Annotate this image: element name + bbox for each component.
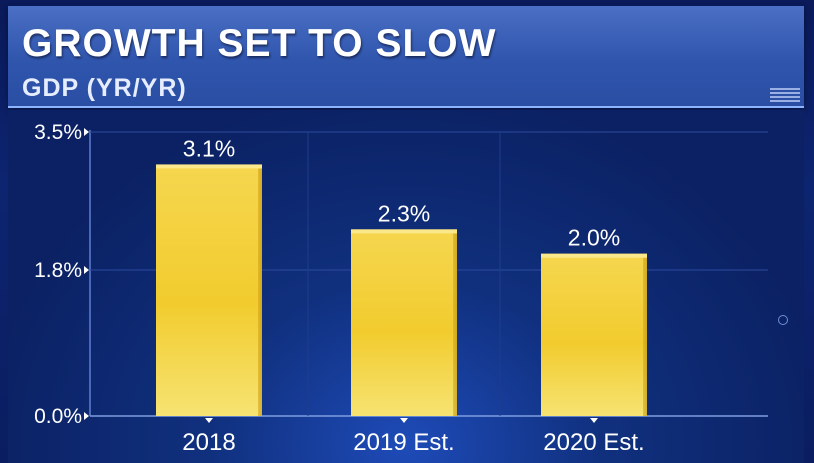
- network-logo-icon: [770, 88, 800, 102]
- bar-edge: [643, 253, 647, 416]
- y-tick-label: 0.0%: [34, 405, 82, 428]
- y-tick-marker: [84, 412, 89, 420]
- bar: [156, 164, 262, 416]
- x-tick-label: 2020 Est.: [543, 429, 644, 456]
- bar-top: [541, 253, 647, 258]
- bar-top: [156, 164, 262, 169]
- y-tick-marker: [84, 265, 89, 274]
- chart-title: GROWTH SET TO SLOW: [22, 22, 497, 65]
- chart-header: GROWTH SET TO SLOW GDP (YR/YR): [8, 6, 804, 108]
- x-tick-marker: [400, 418, 408, 423]
- bar: [351, 229, 457, 416]
- x-tick-marker: [590, 418, 598, 423]
- data-label: 3.1%: [183, 135, 235, 161]
- data-label: 2.0%: [568, 225, 620, 251]
- chart-subtitle: GDP (YR/YR): [22, 74, 187, 102]
- chart-panel: 0.0% 1.8% 3.5% 3.1% 2.3% 2.0% 2018 2019 Est. 2…: [8, 110, 804, 463]
- bar: [541, 253, 647, 416]
- y-tick-marker: [84, 128, 89, 136]
- x-tick-label: 2019 Est.: [353, 429, 454, 456]
- scroll-indicator-icon: [778, 315, 788, 325]
- y-tick-label: 3.5%: [34, 121, 82, 144]
- bar-top: [351, 229, 457, 234]
- y-tick-label: 1.8%: [34, 259, 82, 282]
- x-tick-label: 2018: [182, 429, 235, 456]
- x-tick-marker: [205, 418, 213, 423]
- bar-chart: 0.0% 1.8% 3.5% 3.1% 2.3% 2.0% 2018 2019 Est. 2…: [34, 121, 768, 456]
- bar-edge: [453, 229, 457, 416]
- data-label: 2.3%: [378, 200, 430, 226]
- bar-edge: [258, 164, 262, 416]
